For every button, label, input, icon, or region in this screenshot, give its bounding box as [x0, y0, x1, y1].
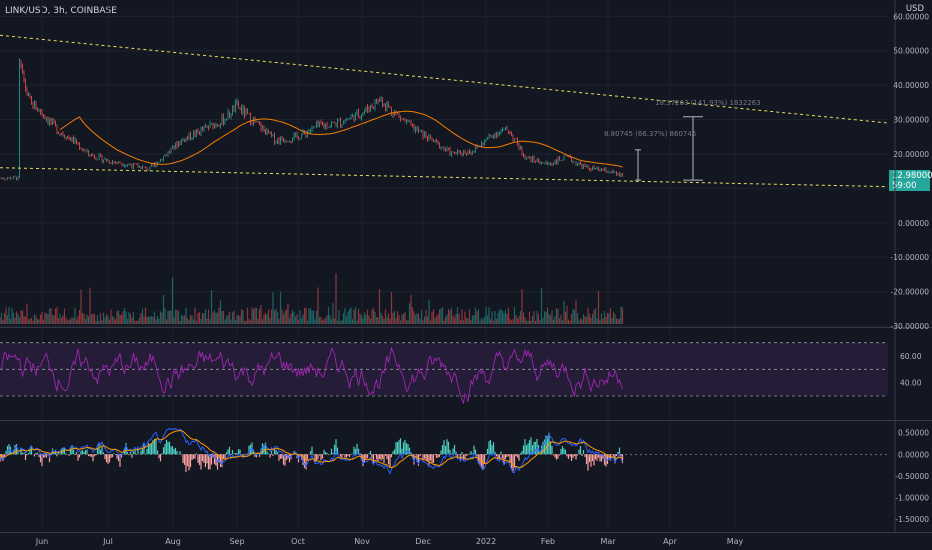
measure-label-2: 18.37263 (141.93%) 1832263: [655, 99, 761, 107]
upper-trendline: [0, 34, 889, 124]
symbol-title: LINK/USD, 3h, COINBASE: [5, 6, 117, 16]
rsi-tick-label: 40.00: [900, 379, 922, 388]
time-axis: Jun Jul Aug Sep Oct Nov Dec 2022 Feb Mar Apr May: [0, 532, 932, 546]
time-tick-label: Oct: [291, 537, 305, 546]
macd-tick-label: -1.50000: [895, 515, 929, 524]
measure-label-1: 8.80745 (66.37%) 860745: [604, 130, 696, 138]
last-price-tag: 12.98000 59:00: [889, 170, 932, 191]
grid-lines: [0, 0, 888, 530]
lower-trendline: [0, 167, 889, 188]
price-tick-label: -30.00000: [891, 322, 930, 331]
price-candles: [0, 58, 623, 181]
time-tick-label: May: [727, 537, 744, 546]
time-tick-label: Dec: [415, 537, 430, 546]
price-tick-label: 20.00000: [893, 150, 929, 159]
price-tick-label: 40.00000: [893, 81, 929, 90]
price-tick-label: 30.00000: [893, 116, 929, 125]
price-tick-label: -10.00000: [891, 253, 930, 262]
price-axis: 60.00000 50.00000 40.00000 30.00000 20.00000…: [891, 12, 930, 524]
rsi-pane: [0, 342, 888, 405]
price-tick-label: 60.00000: [893, 12, 929, 21]
time-tick-label: Mar: [600, 537, 616, 546]
currency-label[interactable]: USD: [905, 4, 924, 14]
time-tick-label: Sep: [229, 537, 244, 546]
time-tick-label: Aug: [165, 537, 181, 546]
macd-tick-label: -1.00000: [895, 494, 929, 503]
price-tick-label: 0.00000: [898, 219, 929, 228]
time-tick-label: Apr: [663, 537, 678, 546]
last-price-value: 12.98000: [892, 171, 932, 181]
bar-countdown: 59:00: [892, 181, 917, 191]
price-tick-label: 50.00000: [893, 47, 929, 56]
macd-pane: [0, 427, 888, 475]
moving-average-line: [59, 110, 623, 168]
measure-tools: 8.80745 (66.37%) 860745 18.37263 (141.93%…: [604, 99, 761, 181]
macd-tick-label: -0.50000: [895, 472, 929, 481]
time-tick-label: Nov: [354, 537, 370, 546]
volume-bars: [0, 273, 624, 324]
time-tick-label: Jun: [35, 537, 49, 546]
rsi-line: [0, 346, 623, 405]
pane-separators: [0, 0, 932, 532]
time-tick-label: Jul: [102, 537, 113, 546]
rsi-tick-label: 60.00: [900, 352, 922, 361]
price-tick-label: -20.00000: [891, 288, 930, 297]
signal-line: [0, 429, 623, 469]
time-tick-label: 2022: [476, 537, 496, 546]
macd-tick-label: 0.50000: [898, 429, 929, 438]
macd-tick-label: 0.00000: [898, 450, 929, 459]
time-tick-label: Feb: [541, 537, 555, 546]
trendlines: [0, 34, 889, 188]
